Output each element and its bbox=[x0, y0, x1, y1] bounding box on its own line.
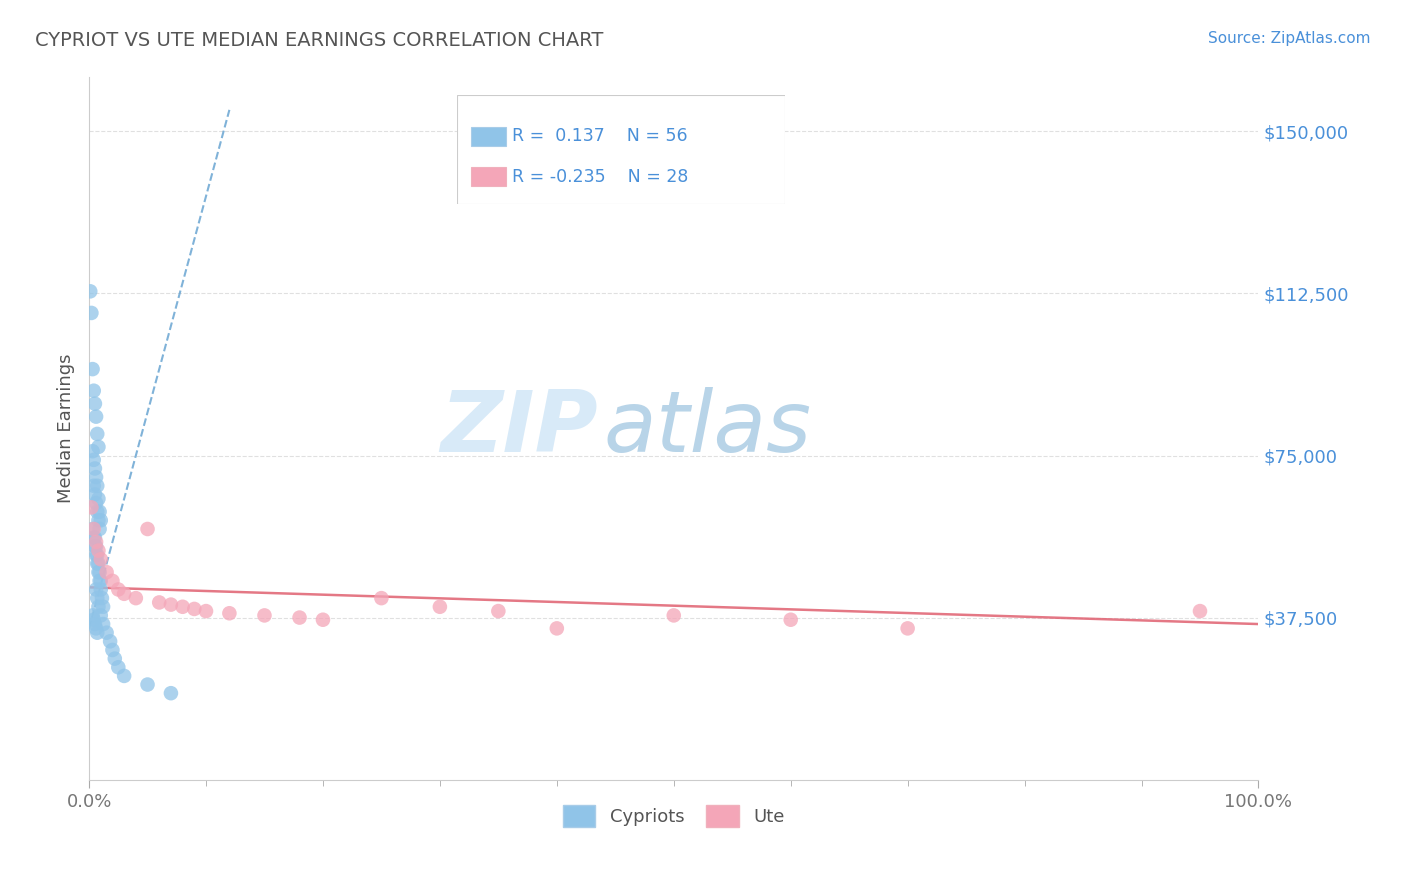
Point bbox=[84, 548, 107, 562]
Y-axis label: Median Earnings: Median Earnings bbox=[58, 354, 75, 503]
Point bbox=[83, 531, 105, 545]
Point bbox=[90, 574, 112, 588]
Point bbox=[218, 607, 240, 621]
Point bbox=[80, 500, 103, 515]
Point bbox=[98, 634, 121, 648]
Point bbox=[90, 591, 112, 606]
Point bbox=[86, 548, 108, 562]
Text: CYPRIOT VS UTE MEDIAN EARNINGS CORRELATION CHART: CYPRIOT VS UTE MEDIAN EARNINGS CORRELATI… bbox=[35, 31, 603, 50]
Point bbox=[172, 599, 194, 614]
Point bbox=[101, 574, 124, 588]
Point bbox=[84, 461, 107, 475]
Point bbox=[87, 557, 110, 571]
Point bbox=[897, 621, 920, 635]
Point bbox=[112, 587, 135, 601]
Point bbox=[195, 604, 218, 618]
Point bbox=[125, 591, 148, 606]
Point bbox=[84, 539, 107, 553]
Point bbox=[90, 552, 112, 566]
Point bbox=[87, 440, 110, 454]
Point bbox=[87, 543, 110, 558]
Point bbox=[79, 285, 101, 299]
Point bbox=[104, 651, 127, 665]
Point bbox=[87, 599, 110, 614]
Point bbox=[486, 604, 509, 618]
Point bbox=[107, 660, 129, 674]
Point bbox=[84, 409, 107, 424]
Point bbox=[779, 613, 801, 627]
Point bbox=[84, 582, 107, 597]
Point bbox=[86, 625, 108, 640]
Point bbox=[87, 513, 110, 527]
Point bbox=[84, 531, 107, 545]
Point bbox=[80, 306, 103, 320]
Point bbox=[83, 453, 105, 467]
Point bbox=[90, 608, 112, 623]
Point bbox=[546, 621, 568, 635]
Point bbox=[86, 505, 108, 519]
Point bbox=[82, 522, 104, 536]
Point bbox=[84, 487, 107, 501]
Point bbox=[83, 479, 105, 493]
Point bbox=[86, 479, 108, 493]
Text: atlas: atlas bbox=[603, 387, 811, 470]
Point bbox=[84, 621, 107, 635]
Text: ZIP: ZIP bbox=[440, 387, 598, 470]
Point bbox=[96, 625, 118, 640]
Point bbox=[84, 535, 107, 549]
Point bbox=[82, 362, 104, 376]
Point bbox=[82, 444, 104, 458]
Point bbox=[87, 565, 110, 579]
Point bbox=[107, 582, 129, 597]
Point bbox=[83, 522, 105, 536]
Point bbox=[429, 599, 451, 614]
Point bbox=[84, 496, 107, 510]
Point bbox=[160, 598, 183, 612]
Point bbox=[1188, 604, 1211, 618]
Point bbox=[90, 582, 112, 597]
Point bbox=[86, 426, 108, 441]
Point bbox=[83, 613, 105, 627]
Point bbox=[89, 565, 111, 579]
Point bbox=[86, 591, 108, 606]
Point bbox=[96, 565, 118, 579]
Point bbox=[83, 384, 105, 398]
Point bbox=[90, 513, 112, 527]
Point bbox=[87, 491, 110, 506]
Point bbox=[112, 669, 135, 683]
Point bbox=[662, 608, 685, 623]
Point bbox=[136, 677, 159, 691]
Point bbox=[183, 602, 205, 616]
Point bbox=[89, 522, 111, 536]
Point bbox=[148, 595, 170, 609]
Text: Source: ZipAtlas.com: Source: ZipAtlas.com bbox=[1208, 31, 1371, 46]
Point bbox=[312, 613, 335, 627]
Point bbox=[101, 643, 124, 657]
Point bbox=[89, 574, 111, 588]
Point bbox=[91, 617, 114, 632]
Point bbox=[84, 617, 107, 632]
Point bbox=[370, 591, 392, 606]
Point bbox=[86, 557, 108, 571]
Point bbox=[91, 599, 114, 614]
Point bbox=[160, 686, 183, 700]
Legend: Cypriots, Ute: Cypriots, Ute bbox=[555, 797, 792, 834]
Point bbox=[84, 539, 107, 553]
Point bbox=[89, 505, 111, 519]
Point bbox=[82, 608, 104, 623]
Point bbox=[84, 397, 107, 411]
Point bbox=[136, 522, 159, 536]
Point bbox=[253, 608, 276, 623]
Point bbox=[84, 470, 107, 484]
Point bbox=[288, 610, 311, 624]
